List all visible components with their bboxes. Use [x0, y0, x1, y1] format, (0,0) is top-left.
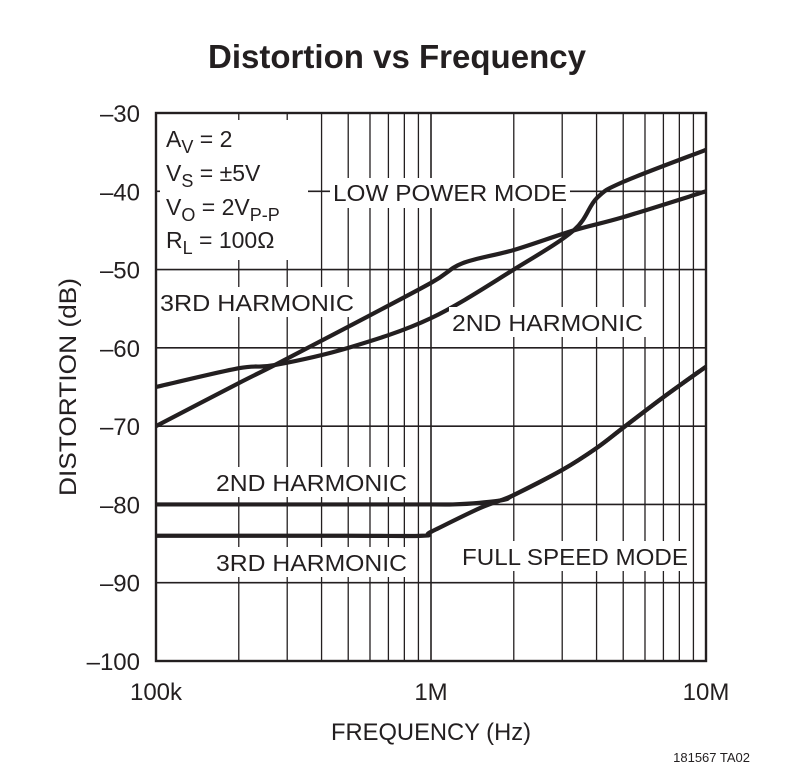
condition-part: = 2 [193, 126, 232, 152]
condition-subscript: L [183, 238, 193, 258]
series-line-full-speed-mode-3rd-harmonic [155, 364, 708, 539]
condition-text: RL = 100Ω [166, 227, 274, 258]
series-line-low-power-mode-2nd-harmonic [155, 147, 707, 390]
y-tick-label: –90 [100, 571, 140, 598]
condition-part: V [166, 194, 182, 220]
x-tick-label: 10M [683, 679, 730, 706]
group-label-low-power: LOW POWER MODE [333, 180, 567, 206]
condition-text: VS = ±5V [166, 160, 261, 191]
condition-text: AV = 2 [166, 126, 232, 157]
condition-subscript: O [181, 205, 195, 225]
label-background [160, 120, 308, 260]
footnote: 181567 TA02 [673, 750, 750, 765]
y-tick-label: –80 [100, 492, 140, 519]
x-axis-label: FREQUENCY (Hz) [331, 719, 531, 746]
series-line-low-power-mode-3rd-harmonic [155, 189, 707, 429]
label-background [459, 541, 691, 571]
condition-part: = 2V [195, 194, 250, 220]
label-background [449, 307, 647, 337]
label-background [212, 467, 410, 497]
group-label-full-speed: FULL SPEED MODE [462, 544, 688, 570]
x-tick-label: 100k [130, 679, 183, 706]
condition-part: A [166, 126, 182, 152]
y-tick-label: –30 [100, 101, 140, 128]
y-tick-label: –40 [100, 179, 140, 206]
y-tick-label: –50 [100, 258, 140, 285]
label-background [160, 287, 358, 317]
condition-part: V [166, 160, 182, 186]
y-axis-label: DISTORTION (dB) [55, 278, 82, 496]
condition-part: = ±5V [193, 160, 261, 186]
condition-subscript: S [181, 171, 193, 191]
series-label-lp-3rd: 3RD HARMONIC [160, 290, 354, 316]
chart-title: Distortion vs Frequency [208, 38, 587, 75]
condition-part: = 100Ω [193, 227, 275, 253]
condition-text: VO = 2VP-P [166, 194, 280, 225]
y-tick-label: –60 [100, 336, 140, 363]
label-background [212, 547, 410, 577]
condition-subscript: P-P [250, 205, 280, 225]
series-label-fs-3rd: 3RD HARMONIC [216, 550, 407, 576]
y-tick-label: –100 [87, 649, 140, 676]
curve-labels: LOW POWER MODE FULL SPEED MODE 3RD HARMONI… [160, 120, 691, 577]
curves [155, 147, 708, 539]
y-tick-label: –70 [100, 414, 140, 441]
tick-labels: –30 –40 –50 –60 –70 –80 –90 –100 100k 1M 10M [87, 101, 730, 706]
series-label-lp-2nd: 2ND HARMONIC [452, 310, 643, 336]
condition-subscript: V [181, 137, 193, 157]
series-label-fs-2nd: 2ND HARMONIC [216, 470, 407, 496]
condition-part: R [166, 227, 183, 253]
label-background [330, 178, 570, 208]
x-tick-label: 1M [414, 679, 447, 706]
